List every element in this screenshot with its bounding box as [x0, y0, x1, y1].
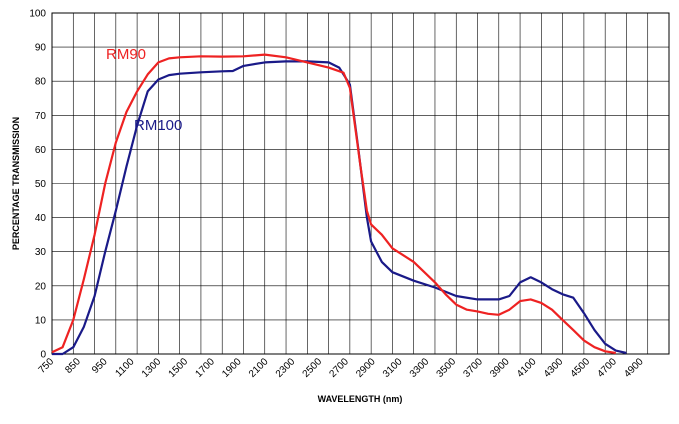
y-tick-label: 0 — [40, 350, 46, 361]
y-tick-label: 90 — [35, 43, 47, 54]
x-tick-label: 2900 — [354, 356, 378, 380]
x-tick-label: 1700 — [193, 356, 217, 380]
x-tick-label: 2300 — [274, 356, 298, 380]
y-tick-label: 50 — [35, 179, 47, 190]
x-tick-label: 3100 — [381, 356, 405, 380]
x-tick-label: 3900 — [488, 356, 512, 380]
y-tick-label: 10 — [35, 315, 47, 326]
x-tick-label: 2100 — [247, 356, 271, 380]
x-tick-label: 850 — [63, 356, 83, 376]
x-tick-label: 2500 — [301, 356, 325, 380]
x-tick-label: 3700 — [461, 356, 485, 380]
y-tick-label: 70 — [35, 111, 47, 122]
series-lines — [51, 53, 627, 356]
x-tick-label: 4500 — [569, 356, 593, 380]
series-line-rm90 — [51, 53, 616, 355]
x-tick-label: 4100 — [515, 356, 539, 380]
x-tick-label: 1900 — [220, 356, 244, 380]
x-tick-label: 1300 — [140, 356, 164, 380]
x-tick-label: 1100 — [114, 356, 137, 379]
x-tick-label: 2700 — [327, 356, 351, 380]
x-tick-label: 1500 — [167, 356, 191, 380]
x-tick-label: 3300 — [408, 356, 432, 380]
x-tick-label: 4900 — [622, 356, 646, 380]
x-tick-label: 950 — [90, 356, 110, 376]
gridlines — [52, 13, 669, 354]
y-tick-label: 80 — [35, 77, 47, 88]
series-label-rm100: RM100 — [134, 117, 182, 134]
x-tick-label: 3500 — [435, 356, 459, 380]
x-tick-label: 4300 — [542, 356, 566, 380]
series-line-rm100 — [52, 60, 627, 356]
x-axis-title: WAVELENGTH (nm) — [318, 394, 403, 404]
y-tick-labels: 0 10 20 30 40 50 60 70 80 90 100 — [29, 9, 46, 361]
y-tick-label: 100 — [29, 9, 46, 20]
x-tick-labels: 750 850 950 1100 1300 1500 1700 1900 2100 2300 250… — [37, 356, 646, 380]
series-label-rm90: RM90 — [106, 46, 146, 63]
y-tick-label: 60 — [35, 145, 47, 156]
y-tick-label: 40 — [35, 213, 47, 224]
y-axis-title: PERCENTAGE TRANSMISSION — [11, 117, 21, 250]
y-tick-label: 20 — [35, 281, 47, 292]
x-tick-label: 4700 — [595, 356, 619, 380]
y-tick-label: 30 — [35, 247, 47, 258]
